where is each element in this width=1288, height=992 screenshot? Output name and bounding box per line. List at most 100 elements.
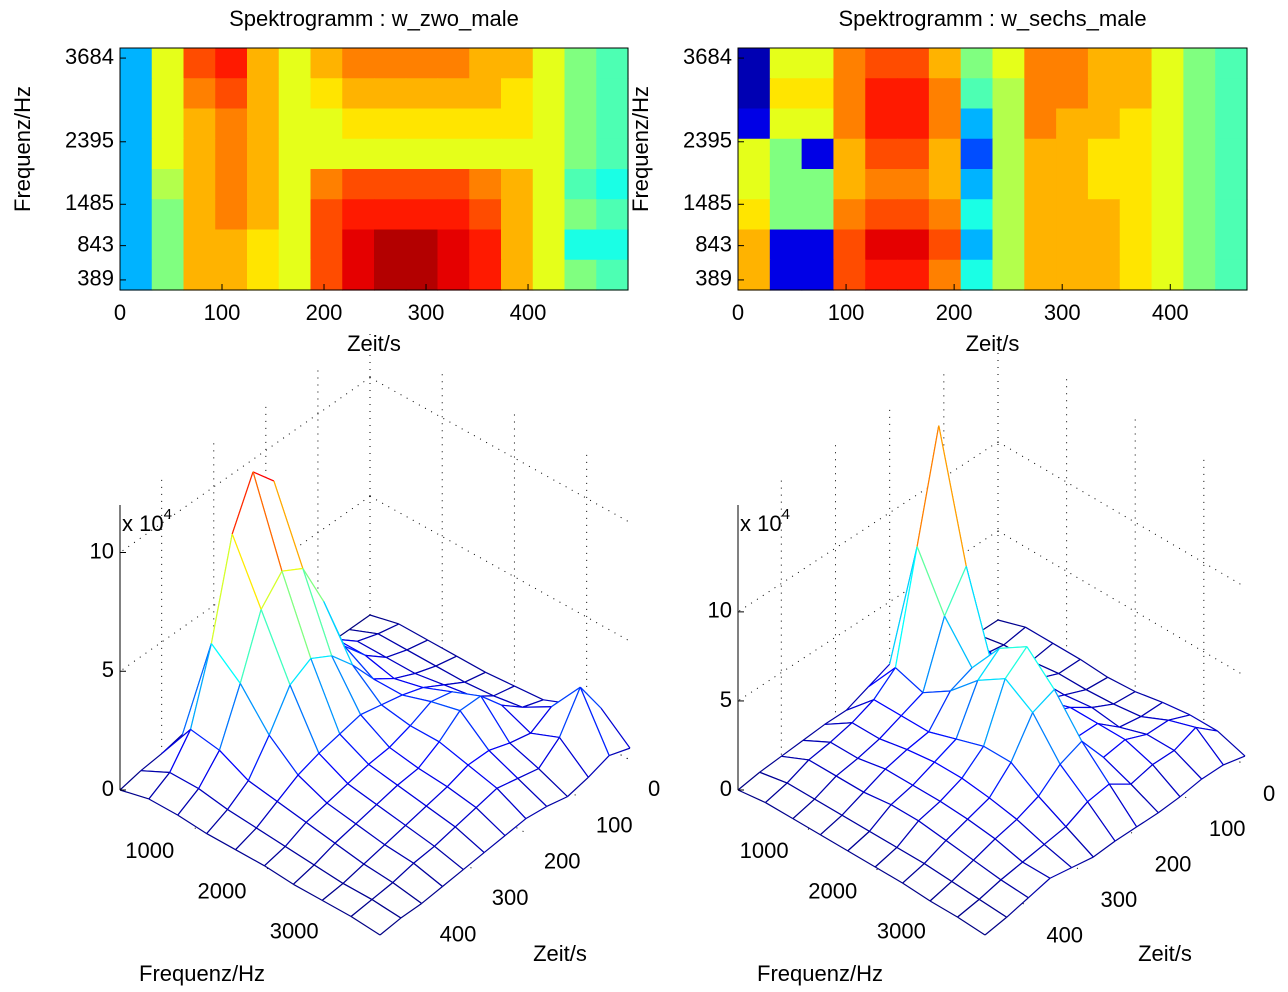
mesh-face [211, 534, 262, 684]
heat-cell [532, 199, 566, 231]
mesh-face [314, 843, 364, 884]
mesh-edge [398, 623, 429, 641]
heat-cell [278, 108, 312, 140]
heat-cell [405, 259, 439, 291]
mesh-face [351, 899, 401, 935]
mesh-edge [442, 869, 464, 887]
heat-cell [437, 48, 470, 79]
mesh-edge [281, 570, 312, 659]
y-axis-label: Frequenz/Hz [628, 86, 653, 212]
mesh-face [352, 665, 403, 705]
mesh-edge [373, 678, 403, 696]
mesh-edge [955, 680, 979, 740]
mesh-edge [321, 899, 352, 918]
mesh-edge [392, 882, 423, 904]
heat-cell [183, 229, 216, 261]
heat-cell [405, 229, 439, 261]
mesh-edge [405, 824, 435, 847]
mesh-edge [895, 667, 924, 694]
heat-cell [310, 78, 343, 110]
mesh-edge [792, 798, 815, 820]
mesh-edge [835, 757, 859, 777]
mesh-edge [310, 658, 341, 735]
mesh-edge [579, 686, 602, 709]
mesh-edge [1168, 714, 1191, 721]
mesh-edge [438, 710, 461, 743]
mesh-face [983, 678, 1033, 763]
heat-cell [738, 108, 771, 140]
mesh-edge [1004, 646, 1028, 680]
mesh-face [1003, 627, 1053, 662]
mesh-edge [1119, 716, 1142, 728]
mesh-edge [517, 768, 539, 780]
mesh-face [335, 823, 385, 865]
chart-title: Spektrogramm : w_zwo_male [229, 6, 519, 31]
mesh-edge [1010, 762, 1039, 797]
heat-cell [833, 259, 866, 291]
heat-cell [437, 169, 470, 200]
heat-cell [437, 229, 470, 261]
mesh-edge [394, 672, 416, 680]
mesh-edge [1179, 778, 1203, 798]
heat-cell [437, 199, 470, 231]
heat-cell [960, 138, 994, 170]
mesh-edge [1003, 626, 1026, 646]
heat-cell [564, 108, 597, 140]
mesh-face [198, 750, 249, 810]
heat-cell [833, 48, 866, 79]
heat-cell [1087, 138, 1121, 170]
y-tick-label: 1000 [740, 838, 789, 863]
z-tick-label: 0 [102, 776, 114, 801]
mesh-face [413, 846, 464, 887]
mesh-edge [1016, 818, 1045, 845]
mesh-face [946, 819, 996, 861]
z-multiplier-base: x 10 [740, 511, 782, 536]
mesh-face [331, 655, 382, 715]
mesh-face [355, 804, 406, 845]
mesh-edge [464, 671, 486, 683]
mesh-face [455, 807, 505, 853]
heat-cell [865, 259, 898, 291]
mesh-edge [281, 567, 303, 572]
y-tick-label: 2000 [808, 878, 857, 903]
heat-cell [501, 48, 534, 79]
heat-cell [374, 229, 407, 261]
heat-cell [151, 48, 185, 79]
mesh-edge [252, 471, 275, 482]
mesh-edge [1065, 801, 1089, 828]
x-tick-label: 200 [936, 300, 973, 325]
mesh-edge [368, 763, 398, 786]
heat-cell [215, 48, 248, 79]
mesh-face [480, 696, 531, 744]
mesh-edge [808, 759, 837, 777]
mesh-edge [1124, 739, 1153, 766]
mesh-face [902, 863, 952, 901]
heat-cell [1087, 78, 1121, 110]
mesh-edge [1032, 689, 1055, 714]
mesh-edge [916, 425, 940, 547]
mesh-face [392, 863, 443, 904]
mesh-edge [923, 840, 947, 865]
mesh-edge [982, 678, 1006, 747]
mesh-edge [284, 821, 307, 847]
mesh-edge [169, 729, 192, 773]
heat-cell [1024, 229, 1057, 261]
heat-cell [1087, 48, 1121, 79]
heat-cell [183, 199, 216, 231]
mesh-edge [857, 738, 880, 759]
heat-cell [992, 48, 1025, 79]
heat-cell [342, 78, 375, 110]
mesh-edge [480, 695, 502, 706]
mesh-edge [1140, 715, 1169, 721]
z-tick-label: 10 [708, 598, 732, 623]
mesh-edge [879, 715, 902, 740]
mesh-edge [252, 471, 283, 572]
heat-cell [960, 259, 994, 291]
mesh-face [517, 768, 568, 807]
heat-cell [769, 259, 803, 291]
mesh-face [1037, 673, 1087, 695]
mesh-edge [1037, 795, 1067, 828]
mesh-edge [1026, 646, 1055, 690]
mesh-edge [467, 749, 490, 766]
mesh-face [1044, 826, 1094, 868]
